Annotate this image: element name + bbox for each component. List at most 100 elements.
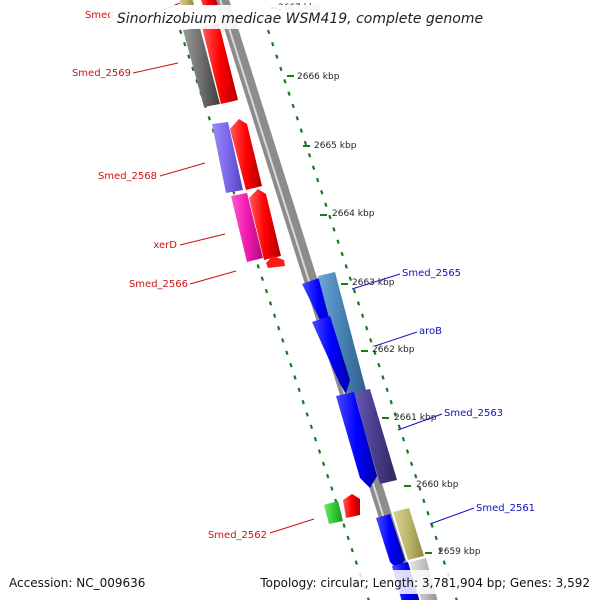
- gene-label-xerd: xerD: [153, 240, 177, 251]
- gene-smed-2562-bar: [324, 501, 343, 524]
- reverse-gene-features: [302, 272, 438, 600]
- ruler-dot: [285, 350, 289, 356]
- ruler-dot: [354, 560, 358, 565]
- gene-smed-2563-bar: [354, 389, 397, 484]
- ruler-dot: [305, 412, 309, 417]
- gene-smed-2569-bar: [183, 28, 220, 107]
- gene-label-smed-2562: Smed_2562: [208, 530, 267, 541]
- leader-smed-2565: [351, 273, 401, 290]
- kbp-label: 2665 kbp: [314, 141, 357, 151]
- ruler-dots-right: [266, 29, 458, 600]
- ruler-dot: [191, 66, 195, 72]
- ruler-dot: [324, 202, 328, 207]
- kbp-label: 2664 kbp: [332, 209, 375, 219]
- gene-label-smed-2561: Smed_2561: [476, 503, 535, 514]
- ruler-dot: [430, 523, 434, 528]
- ruler-dot: [315, 177, 320, 183]
- ruler-dot: [348, 276, 353, 281]
- leader-smed-2569: [132, 62, 179, 74]
- ruler-dot: [187, 54, 191, 59]
- kbp-label: 2659 kbp: [438, 547, 481, 557]
- ruler-dot: [352, 288, 357, 294]
- leader-arob: [374, 331, 418, 347]
- ruler-dot: [266, 29, 271, 35]
- gene-smed-2568-bar: [212, 122, 243, 193]
- ruler-dot: [414, 473, 418, 479]
- ruler-dot: [309, 424, 314, 430]
- ruler-dot: [271, 41, 275, 47]
- ruler-dot: [356, 301, 361, 306]
- ruler-dot: [256, 264, 260, 269]
- gene-features: [179, 0, 360, 524]
- gene-smed-2561-bar: [393, 508, 424, 560]
- gene-blue-arrow-2: [336, 392, 377, 488]
- ruler-dot: [299, 128, 303, 133]
- ruler-dot: [438, 547, 442, 553]
- ruler-dot: [277, 325, 281, 331]
- ruler-dot: [340, 251, 344, 257]
- ruler-dot: [283, 79, 287, 84]
- gene-smed-2565-bar: [318, 272, 367, 398]
- ruler-dot: [178, 29, 183, 35]
- ruler-dot: [365, 325, 369, 331]
- leader-smed-2563: [397, 413, 443, 431]
- ruler-dot: [385, 387, 389, 393]
- leader-xerd: [179, 233, 226, 246]
- genome-summary-text: Topology: circular; Length: 3,781,904 bp…: [259, 576, 590, 590]
- kbp-label: 2660 kbp: [416, 480, 459, 490]
- gene-arob-arrow: [312, 316, 350, 394]
- gene-smed-2569-red-bar: [202, 24, 238, 104]
- gene-label-smed-2569: Smed_2569: [72, 68, 131, 79]
- ruler-dot: [389, 399, 393, 405]
- ruler-dot: [321, 461, 326, 467]
- ruler-dot: [393, 412, 397, 417]
- gene-small-red-arrow: [266, 256, 285, 268]
- gene-label-arob: aroB: [419, 326, 442, 337]
- ruler-dot: [346, 535, 350, 541]
- ruler-dot: [281, 338, 285, 343]
- ruler-dot: [303, 140, 308, 146]
- ruler-dot: [295, 116, 299, 121]
- gene-smed-2570-bar: [179, 0, 194, 5]
- leader-smed-2562: [269, 518, 315, 534]
- ruler-dot: [418, 486, 422, 491]
- kbp-label: 2662 kbp: [372, 345, 415, 355]
- ruler-dot: [342, 523, 346, 528]
- ruler-dot: [275, 54, 279, 59]
- leader-smed-2561: [429, 507, 475, 525]
- gene-smed-2566-red-arrow: [249, 189, 281, 260]
- footer-backing: [0, 570, 600, 594]
- ruler-dot: [311, 165, 316, 170]
- gene-label-smed-2566: Smed_2566: [129, 279, 188, 290]
- ruler-dot: [336, 239, 340, 244]
- ruler-dot: [297, 387, 301, 393]
- ruler-dot: [313, 436, 318, 442]
- ruler-dot: [377, 362, 381, 368]
- ruler-dot: [373, 350, 377, 356]
- ruler-dot: [317, 449, 322, 454]
- ruler-dot: [426, 510, 430, 516]
- gene-smed-2562-red-arrow: [343, 494, 360, 518]
- ruler-dot: [264, 288, 269, 294]
- ruler-dot: [397, 424, 402, 430]
- ruler-dot: [326, 473, 330, 479]
- ruler-dot: [422, 498, 426, 504]
- gene-blue-arrow-1: [302, 278, 335, 328]
- ruler-dot: [207, 116, 211, 121]
- ruler-dot: [272, 313, 277, 318]
- ruler-dot: [260, 276, 265, 281]
- ruler-dot: [183, 41, 187, 47]
- ruler-dot: [293, 375, 297, 380]
- ruler-dot: [360, 313, 365, 318]
- ruler-dot: [350, 547, 354, 553]
- ruler-dot: [332, 227, 336, 232]
- accession-text: Accession: NC_009636: [9, 576, 145, 590]
- ruler-dot: [330, 486, 334, 491]
- ruler-dot: [307, 153, 312, 158]
- gene-xerd-bar: [231, 193, 263, 262]
- ruler-dot: [268, 301, 273, 306]
- kbp-label: 2661 kbp: [394, 413, 437, 423]
- leader-smed-2566: [189, 270, 237, 285]
- title-backing: [110, 5, 490, 29]
